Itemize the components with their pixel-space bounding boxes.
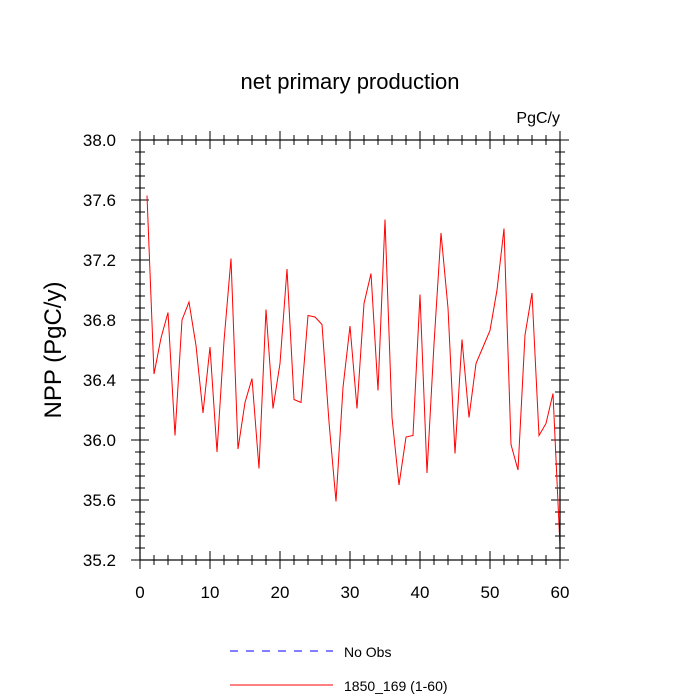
y-tick-label: 37.6: [83, 191, 116, 210]
legend-label-series: 1850_169 (1-60): [344, 678, 448, 694]
y-tick-label: 38.0: [83, 131, 116, 150]
x-tick-label: 10: [201, 583, 220, 602]
x-tick-label: 60: [551, 583, 570, 602]
units-label: PgC/y: [516, 110, 560, 127]
series-line-0: [146, 195, 561, 547]
plot-frame: [139, 139, 561, 561]
y-axis-label: NPP (PgC/y): [40, 282, 67, 419]
x-tick-label: 0: [135, 583, 144, 602]
x-tick-label: 50: [481, 583, 500, 602]
y-tick-label: 37.2: [83, 251, 116, 270]
series-layer: [146, 195, 561, 547]
x-tick-label: 30: [341, 583, 360, 602]
chart-title: net primary production: [241, 69, 460, 94]
y-tick-label: 36.4: [83, 371, 116, 390]
legend: No Obs 1850_169 (1-60): [230, 644, 448, 694]
y-tick-label: 35.6: [83, 491, 116, 510]
y-tick-label: 36.8: [83, 311, 116, 330]
tick-labels: 0 10 20 30 40 50 60 35.2 35.6 36.0 36.4 36.8 37.2 37.…: [83, 131, 570, 602]
legend-label-no-obs: No Obs: [344, 644, 391, 660]
y-tick-label: 36.0: [83, 431, 116, 450]
x-tick-label: 40: [411, 583, 430, 602]
y-tick-label: 35.2: [83, 551, 116, 570]
x-tick-label: 20: [271, 583, 290, 602]
